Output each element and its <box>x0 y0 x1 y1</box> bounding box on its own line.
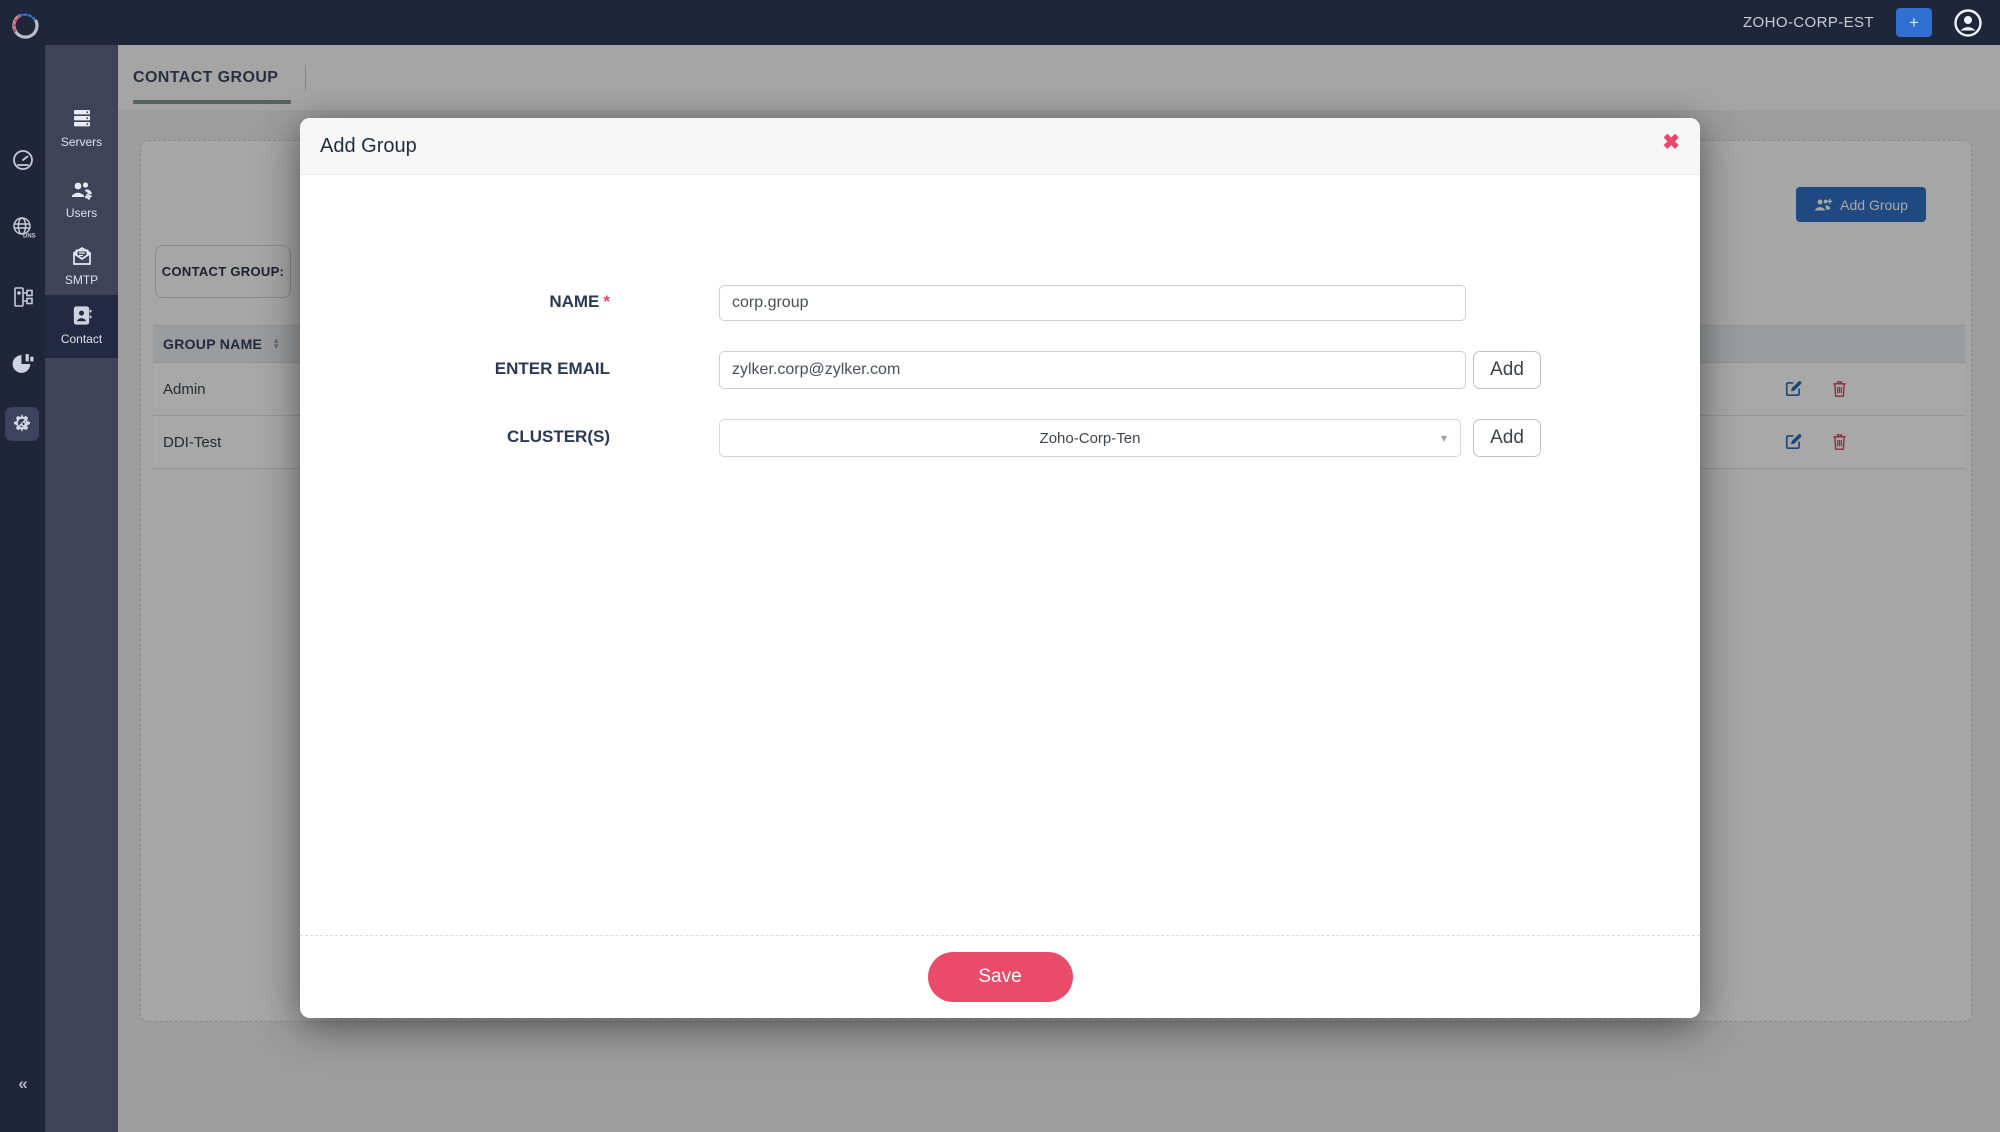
email-label: ENTER EMAIL <box>494 359 610 378</box>
tabbar: CONTACT GROUP <box>118 45 2000 110</box>
add-group-button[interactable]: Add Group <box>1796 187 1926 222</box>
delete-icon[interactable] <box>1829 379 1849 399</box>
users-icon <box>71 182 92 200</box>
sidebar-item-contact[interactable]: Contact <box>45 295 118 358</box>
tab-contact-group[interactable]: CONTACT GROUP <box>133 68 279 86</box>
org-name: ZOHO-CORP-EST <box>1742 14 1874 31</box>
dns-icon[interactable]: DNS <box>0 213 45 243</box>
column-header-group-name: GROUP NAME <box>163 336 263 352</box>
modal-footer: Save <box>300 935 1700 1018</box>
icon-rail: DNS « <box>0 45 45 1132</box>
sidebar-item-servers[interactable]: Servers <box>45 97 118 157</box>
section-label-box: CONTACT GROUP: <box>155 245 291 298</box>
servers-icon <box>73 110 90 127</box>
sidebar-item-users[interactable]: Users <box>45 168 118 228</box>
add-email-button[interactable]: Add <box>1473 351 1541 389</box>
cluster-label: CLUSTER(S) <box>507 427 610 446</box>
save-button[interactable]: Save <box>927 952 1073 1002</box>
modal-header: Add Group ✖ <box>300 118 1700 175</box>
delete-icon[interactable] <box>1829 432 1849 452</box>
smtp-icon <box>72 246 91 265</box>
product-logo-icon <box>6 7 44 45</box>
name-input[interactable] <box>719 285 1466 321</box>
chevron-down-icon: ▾ <box>1440 431 1447 445</box>
edit-icon[interactable] <box>1783 432 1803 452</box>
tab-active-underline <box>133 100 291 104</box>
sub-sidebar: Servers Users SMTP Contact <box>45 45 118 1132</box>
sidebar-item-smtp[interactable]: SMTP <box>45 235 118 295</box>
cluster-selected-value: Zoho-Corp-Ten <box>1039 429 1141 447</box>
tab-divider <box>305 65 306 91</box>
contact-icon <box>73 306 92 325</box>
reports-icon[interactable] <box>0 348 45 378</box>
add-group-icon <box>1815 198 1833 211</box>
ipam-icon[interactable] <box>0 282 45 312</box>
modal-title: Add Group <box>320 134 417 157</box>
settings-icon[interactable] <box>5 407 39 441</box>
dashboard-icon[interactable] <box>0 145 45 175</box>
sidebar-collapse-button[interactable]: « <box>18 1074 27 1093</box>
topbar: ZOHO-CORP-EST + <box>0 0 2000 45</box>
topbar-right: ZOHO-CORP-EST + <box>1743 0 1982 45</box>
add-group-modal: Add Group ✖ NAME* ENTER EMAIL Add CLUSTE… <box>300 118 1700 1018</box>
email-input[interactable] <box>719 351 1466 389</box>
user-avatar-icon[interactable] <box>1954 8 1982 37</box>
sort-icon[interactable]: ▲ ▼ <box>272 335 281 351</box>
add-cluster-button[interactable]: Add <box>1473 419 1541 457</box>
group-name-cell: Admin <box>163 380 206 398</box>
section-label: CONTACT GROUP: <box>161 264 285 279</box>
cluster-select[interactable]: Zoho-Corp-Ten ▾ <box>719 419 1461 457</box>
name-label: NAME <box>549 292 600 311</box>
group-name-cell: DDI-Test <box>163 433 222 451</box>
svg-text:DNS: DNS <box>23 234 36 240</box>
add-org-button[interactable]: + <box>1896 8 1932 37</box>
edit-icon[interactable] <box>1783 379 1803 399</box>
required-asterisk: * <box>603 292 610 311</box>
close-icon[interactable]: ✖ <box>1662 131 1680 154</box>
